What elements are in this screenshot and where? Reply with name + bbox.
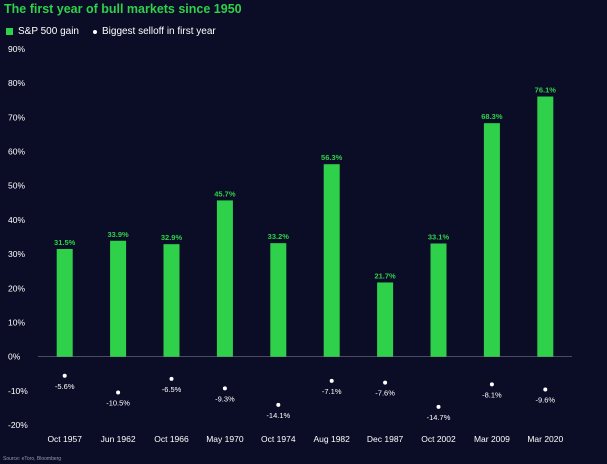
legend-bar-label: S&P 500 gain: [18, 26, 79, 37]
selloff-dot: [383, 380, 388, 385]
y-tick-label: -20%: [8, 420, 28, 430]
legend-bar-swatch: [6, 28, 13, 35]
selloff-value-label: -14.1%: [266, 411, 290, 420]
bar: [537, 96, 554, 357]
selloff-value-label: -7.6%: [375, 389, 395, 398]
selloff-value-label: -9.3%: [215, 394, 235, 403]
bar: [377, 282, 394, 357]
source-note: Source: eToro, Bloomberg: [3, 456, 62, 462]
selloff-value-label: -14.7%: [427, 413, 451, 422]
chart-title: The first year of bull markets since 195…: [4, 2, 242, 16]
bar: [216, 200, 233, 357]
y-tick-label: 30%: [8, 249, 25, 259]
selloff-value-label: -5.6%: [55, 382, 75, 391]
selloff-value-label: -10.5%: [106, 399, 130, 408]
bar-value-label: 33.2%: [268, 232, 290, 241]
y-tick-label: 90%: [8, 44, 25, 54]
y-tick-label: 20%: [8, 283, 25, 293]
x-tick-label: Mar 2020: [527, 434, 563, 444]
selloff-dot: [62, 373, 67, 378]
y-tick-label: 60%: [8, 147, 25, 157]
bar-value-label: 31.5%: [54, 238, 76, 247]
selloff-dot: [489, 382, 494, 387]
y-tick-label: 0%: [8, 352, 21, 362]
y-tick-label: 40%: [8, 215, 25, 225]
x-tick-label: Jun 1962: [101, 434, 136, 444]
bar-value-label: 33.9%: [107, 230, 129, 239]
legend-dot-swatch: [92, 29, 97, 34]
y-tick-label: 50%: [8, 181, 25, 191]
selloff-dot: [543, 387, 548, 392]
bar: [270, 243, 287, 357]
bar: [430, 243, 447, 357]
x-tick-label: Oct 2002: [421, 434, 456, 444]
bar: [163, 244, 180, 357]
selloff-dot: [436, 404, 441, 409]
x-tick-label: Oct 1966: [154, 434, 189, 444]
bar-value-label: 33.1%: [428, 232, 450, 241]
y-tick-label: 10%: [8, 317, 25, 327]
x-tick-label: Mar 2009: [474, 434, 510, 444]
bar: [110, 240, 127, 357]
selloff-dot: [329, 378, 334, 383]
x-tick-label: Aug 1982: [313, 434, 350, 444]
x-tick-label: May 1970: [206, 434, 244, 444]
selloff-dot: [116, 390, 121, 395]
bar-value-label: 68.3%: [481, 112, 503, 121]
x-tick-label: Dec 1987: [367, 434, 404, 444]
selloff-dot: [276, 402, 281, 407]
selloff-value-label: -6.5%: [162, 385, 182, 394]
bar-value-label: 76.1%: [535, 86, 557, 95]
bar-value-label: 56.3%: [321, 153, 343, 162]
selloff-dot: [222, 386, 227, 391]
bar-value-label: 21.7%: [374, 271, 396, 280]
x-tick-label: Oct 1974: [261, 434, 296, 444]
legend-dot-label: Biggest selloff in first year: [101, 26, 216, 37]
y-tick-label: 80%: [8, 78, 25, 88]
bar: [483, 123, 500, 357]
selloff-value-label: -8.1%: [482, 390, 502, 399]
bar: [56, 248, 73, 357]
legend: S&P 500 gain Biggest selloff in first ye…: [6, 26, 216, 37]
x-tick-label: Oct 1957: [47, 434, 82, 444]
y-tick-label: -10%: [8, 386, 28, 396]
bar: [323, 164, 340, 357]
bar-value-label: 32.9%: [161, 233, 183, 242]
selloff-dot: [169, 376, 174, 381]
selloff-value-label: -7.1%: [322, 387, 342, 396]
y-tick-label: 70%: [8, 112, 25, 122]
bar-value-label: 45.7%: [214, 189, 236, 198]
selloff-value-label: -9.6%: [536, 395, 556, 404]
